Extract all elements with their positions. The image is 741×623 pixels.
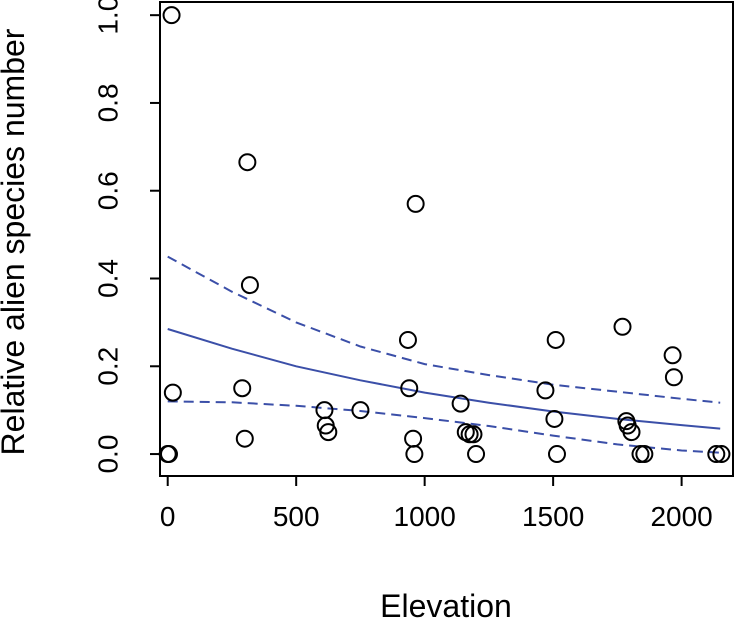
data-point (404, 429, 423, 448)
x-tick-label: 2000 (650, 501, 712, 532)
y-tick-label: 1.0 (93, 0, 124, 35)
data-point (707, 445, 726, 464)
data-point (315, 401, 334, 420)
data-point (233, 379, 252, 398)
upper-confidence-line (167, 255, 721, 404)
data-point (467, 445, 486, 464)
x-axis: 0 500 1000 1500 2000 (160, 476, 713, 532)
data-point (159, 445, 178, 464)
data-point (712, 445, 731, 464)
data-point (238, 153, 257, 172)
y-tick-label: 0.6 (93, 171, 124, 210)
y-axis: 0.0 0.2 0.4 0.6 0.8 1.0 (93, 0, 160, 474)
data-point (163, 383, 182, 402)
data-point (451, 394, 470, 413)
data-point (162, 6, 181, 25)
data-point (613, 317, 632, 336)
data-point (319, 423, 338, 442)
data-point (351, 401, 370, 420)
data-point (545, 409, 564, 428)
data-point (622, 423, 641, 442)
plot-frame (159, 1, 734, 477)
data-point (400, 379, 419, 398)
x-tick-label: 1000 (394, 501, 456, 532)
y-tick-label: 0.8 (93, 83, 124, 122)
data-point (631, 445, 650, 464)
y-tick-label: 0.2 (93, 347, 124, 386)
data-point (456, 423, 475, 442)
data-point (664, 368, 683, 387)
data-point (663, 346, 682, 365)
y-tick-label: 0.4 (93, 259, 124, 298)
x-tick-label: 1500 (522, 501, 584, 532)
fit-line (167, 328, 721, 430)
data-point (235, 429, 254, 448)
data-point (536, 381, 555, 400)
x-tick-label: 0 (160, 501, 176, 532)
data-point (547, 445, 566, 464)
data-point (546, 330, 565, 349)
data-points (158, 6, 731, 464)
data-point (464, 425, 483, 444)
data-point (406, 194, 425, 213)
data-point (635, 445, 654, 464)
x-tick-label: 500 (273, 501, 320, 532)
fit-curve (167, 328, 721, 430)
data-point (240, 276, 259, 295)
y-tick-label: 0.0 (93, 435, 124, 474)
x-axis-title: Elevation (380, 588, 512, 623)
data-point (398, 330, 417, 349)
y-axis-title: Relative alien species number (0, 28, 31, 455)
data-point (405, 445, 424, 464)
